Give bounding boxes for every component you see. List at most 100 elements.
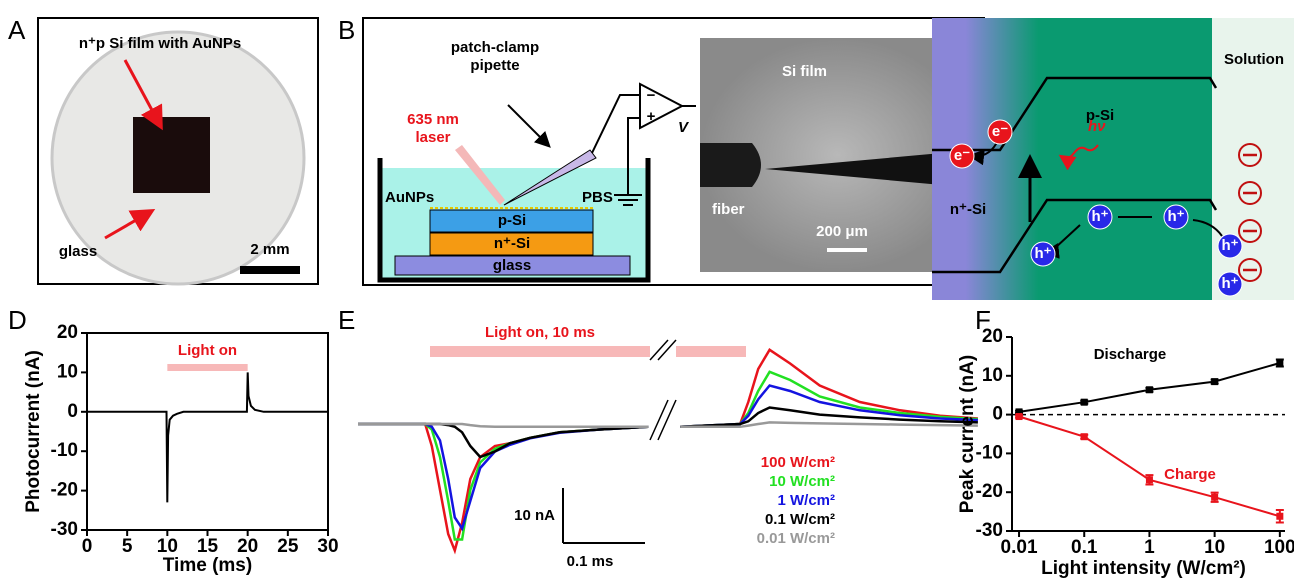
trace [680,421,978,429]
scale-bar-label: 0.1 ms [567,553,614,570]
axes [1011,337,1285,532]
hole-label: h⁺ [1221,275,1238,292]
marker [1276,512,1284,520]
arrow [104,208,156,240]
panel-label: A [8,15,26,45]
axis-break [649,399,669,441]
x-tick-label: 100 [1264,537,1294,558]
n-si-layer [429,232,594,256]
y-tick-label: 0 [67,401,78,422]
y-tick-label: -30 [976,520,1003,541]
fiber-label: fiber [712,201,745,218]
annotation: Light on, 10 ms [485,324,595,341]
pipette-label: patch-clamp [451,39,539,56]
marker [1080,398,1088,406]
scale-bar-label: 200 μm [816,223,868,240]
y-tick-label: -30 [51,519,78,540]
trace [358,422,649,429]
laser-label: laser [415,129,450,146]
amp-minus: − [647,87,656,104]
y-tick-label: -20 [51,480,78,501]
electron-label: e⁻ [954,147,970,164]
panel-label: F [975,305,991,335]
marker [1211,378,1219,386]
x-tick-label: 25 [277,536,299,557]
glass-layer [394,255,631,276]
x-axis-label: Light intensity (W/cm²) [1041,558,1246,579]
y-tick-label: 20 [57,322,78,343]
anion [1238,258,1262,282]
y-tick-label: 10 [982,365,1003,386]
arrow [507,104,551,148]
anion [1238,219,1262,243]
p-si-label: p-Si [1086,107,1114,124]
si-film-label: Si film [782,63,827,80]
x-tick-label: 20 [237,536,258,557]
anion [1238,143,1262,167]
marker [1211,493,1219,501]
trace [1018,415,1281,518]
pipette-label: pipette [470,57,519,74]
annotation-bar [167,364,248,371]
plot-frame [86,332,329,531]
axis-break [657,399,677,441]
marker [1145,476,1153,484]
layer-label: p-Si [498,212,526,229]
electron [949,143,975,169]
annotation-bar [430,346,650,357]
panel-a: n⁺p Si film with AuNPs glass 2 mm [37,17,319,286]
annotation: Light on [178,342,237,359]
y-tick-label: -20 [976,481,1003,502]
legend-entry: 0.01 W/cm² [757,530,835,547]
x-axis-label: Time (ms) [163,555,252,576]
photon-label: hν [1088,118,1106,135]
amp-plus: + [647,108,656,125]
legend-entry: 0.1 W/cm² [765,511,835,528]
arrow [123,59,163,131]
panel-label: E [338,305,355,335]
legend-entry: 100 W/cm² [761,454,835,471]
trace [680,348,978,429]
n-si-label: n⁺-Si [950,201,986,218]
y-tick-label: 0 [992,404,1003,425]
laser-label: 635 nm [407,111,459,128]
trace [358,422,649,555]
hole-label: h⁺ [1167,208,1184,225]
solution-label: Solution [1224,51,1284,68]
hole [1163,204,1189,230]
hole [1030,241,1056,267]
container [377,158,651,283]
marker [1080,433,1088,441]
series-label: Discharge [1094,346,1167,363]
photon-arrow [1058,144,1099,171]
electron [987,119,1013,145]
x-tick-label: 10 [157,536,178,557]
scale-bar [827,248,867,252]
aunps-label: AuNPs [385,189,434,206]
y-tick-label: -10 [51,440,78,461]
trace [680,384,978,429]
legend-entry: 1 W/cm² [777,492,835,509]
amp-out: V [678,119,690,136]
hole-label: h⁺ [1091,208,1108,225]
trace [680,406,978,429]
x-tick-label: 10 [1204,537,1225,558]
legend-entry: 10 W/cm² [769,473,835,490]
x-tick-label: 15 [197,536,219,557]
wiring [591,94,642,206]
trace [358,422,649,541]
hole [1217,271,1243,297]
panel-label: B [338,15,355,45]
x-tick-label: 0 [82,536,93,557]
axis-break [657,339,677,361]
trace [680,370,978,429]
trace [358,422,649,532]
si-film [133,117,210,193]
panel-b: p-Si n⁺-Si glass AuNPs PBS 635 nm laser … [362,17,985,286]
marker [1015,408,1023,416]
x-tick-label: 0.01 [1001,537,1038,558]
marker [1145,386,1153,394]
layer-label: n⁺-Si [494,235,530,252]
valence-band [932,198,1218,274]
